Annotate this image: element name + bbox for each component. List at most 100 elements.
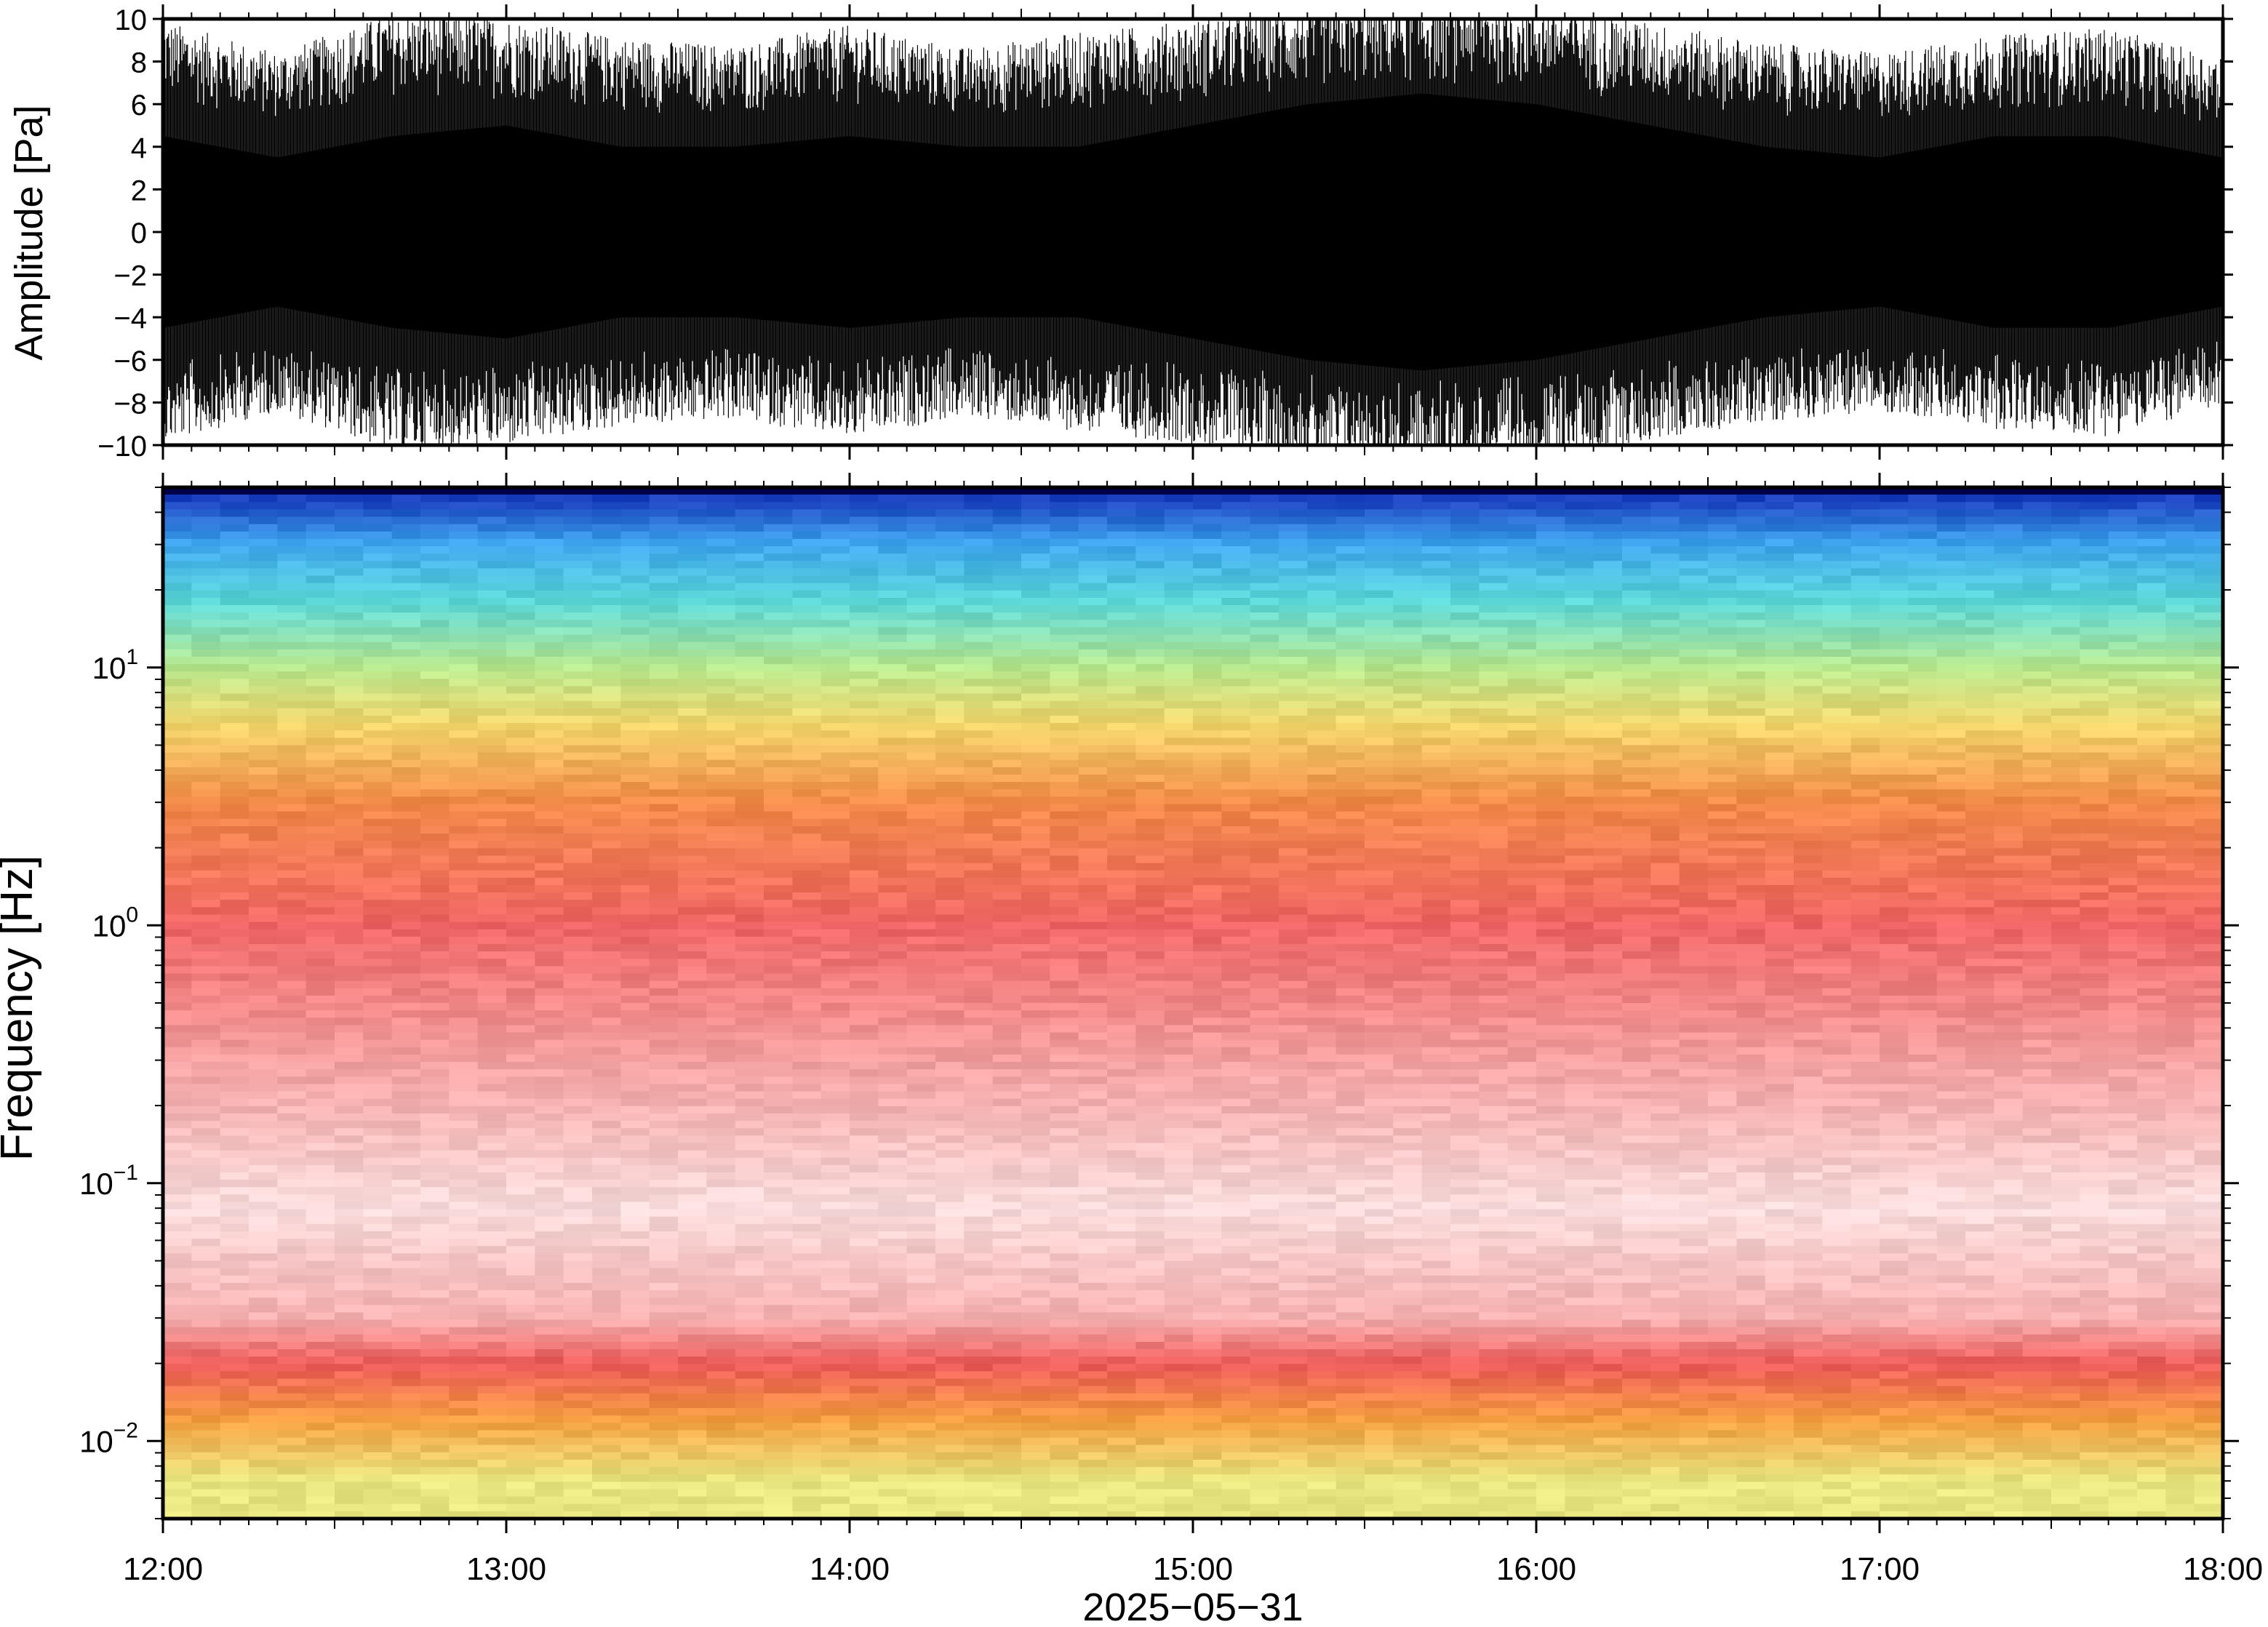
spectrogram-cell — [391, 516, 421, 525]
spectrogram-cell — [649, 1430, 679, 1439]
spectrogram-cell — [850, 605, 879, 613]
spectrogram-cell — [964, 1371, 994, 1380]
spectrogram-cell — [191, 700, 221, 709]
spectrogram-cell — [163, 649, 192, 657]
spectrogram-cell — [191, 1430, 221, 1439]
spectrogram-cell — [1050, 708, 1079, 716]
spectrogram-cell — [1107, 1202, 1136, 1210]
spectrogram-cell — [735, 1349, 764, 1357]
spectrogram-cell — [1050, 590, 1079, 599]
spectrogram-cell — [249, 1290, 278, 1298]
spectrogram-cell — [420, 1032, 450, 1041]
spectrogram-cell — [363, 1180, 393, 1188]
spectrogram-cell — [878, 980, 908, 989]
spectrogram-cell — [277, 1047, 307, 1055]
spectrogram-cell — [878, 759, 908, 768]
spectrogram-cell — [820, 826, 850, 834]
spectrogram-cell — [449, 495, 479, 503]
spectrogram-cell — [1078, 782, 1108, 790]
spectrogram-cell — [735, 759, 764, 768]
spectrogram-cell — [1107, 531, 1136, 540]
spectrogram-cell — [535, 884, 564, 893]
spectrogram-cell — [477, 495, 507, 503]
spectrogram-cell — [649, 509, 679, 518]
spectrogram-cell — [1050, 737, 1079, 746]
spectrogram-cell — [1050, 679, 1079, 687]
spectrogram-cell — [1164, 583, 1194, 591]
spectrogram-cell — [1021, 583, 1050, 591]
spectrogram-cell — [792, 826, 822, 834]
spectrogram-cell — [1050, 1180, 1079, 1188]
spectrogram-cell — [850, 1187, 879, 1195]
spectrogram-cell — [620, 641, 650, 650]
spectrogram-cell — [191, 1378, 221, 1387]
spectrogram-cell — [277, 708, 307, 716]
spectrogram-cell — [992, 1253, 1022, 1262]
spectrogram-cell — [735, 936, 764, 945]
spectrogram-cell — [335, 1393, 364, 1402]
spectrogram-cell — [1135, 759, 1165, 768]
spectrogram-cell — [420, 516, 450, 525]
spectrogram-cell — [964, 752, 994, 761]
spectrogram-cell — [906, 1298, 936, 1306]
spectrogram-cell — [306, 1150, 335, 1159]
spectrogram-cell — [1164, 826, 1194, 834]
spectrogram-cell — [850, 782, 879, 790]
spectrogram-cell — [820, 870, 850, 879]
spectrogram-cell — [563, 1356, 593, 1364]
spectrogram-cell — [678, 1091, 707, 1100]
spectrogram-cell — [277, 1150, 307, 1159]
spectrogram-cell — [449, 1054, 479, 1063]
spectrogram-cell — [935, 745, 965, 753]
spectrogram-cell — [1050, 583, 1079, 591]
spectrogram-cell — [1107, 546, 1136, 554]
spectrogram-cell — [1078, 929, 1108, 938]
spectrogram-cell — [678, 959, 707, 967]
spectrogram-cell — [249, 634, 278, 643]
spectrogram-cell — [277, 1341, 307, 1350]
spectrogram-cell — [935, 1039, 965, 1048]
spectrogram-cell — [964, 826, 994, 834]
spectrogram-cell — [220, 1157, 249, 1166]
spectrogram-cell — [420, 936, 450, 945]
spectrogram-cell — [335, 737, 364, 746]
spectrogram-cell — [1135, 980, 1165, 989]
spectrogram-cell — [449, 811, 479, 820]
spectrogram-cell — [1135, 907, 1165, 916]
spectrogram-cell — [1107, 730, 1136, 738]
spectrogram-cell — [449, 1312, 479, 1321]
spectrogram-cell — [506, 1202, 535, 1210]
spectrogram-cell — [620, 1444, 650, 1453]
spectrogram-cell — [706, 900, 736, 908]
spectrogram-cell — [1135, 767, 1165, 775]
spectrogram-cell — [391, 1444, 421, 1453]
spectrogram-cell — [820, 538, 850, 547]
spectrogram-cell — [363, 1128, 393, 1136]
spectrogram-cell — [535, 1327, 564, 1335]
spectrogram-cell — [249, 1275, 278, 1284]
spectrogram-cell — [906, 1437, 936, 1446]
spectrogram-cell — [420, 1231, 450, 1239]
spectrogram-cell — [306, 951, 335, 959]
spectrogram-cell — [1135, 538, 1165, 547]
spectrogram-cell — [1164, 834, 1194, 842]
spectrogram-cell — [1107, 922, 1136, 930]
spectrogram-cell — [992, 1364, 1022, 1372]
spectrogram-cell — [220, 1231, 249, 1239]
spectrogram-cell — [477, 966, 507, 975]
spectrogram-cell — [535, 1319, 564, 1328]
spectrogram-cell — [678, 943, 707, 952]
spectrogram-cell — [764, 1496, 793, 1505]
spectrogram-cell — [420, 1511, 450, 1519]
spectrogram-cell — [820, 553, 850, 561]
spectrogram-cell — [563, 1157, 593, 1166]
spectrogram-cell — [820, 1260, 850, 1269]
spectrogram-cell — [792, 1386, 822, 1394]
spectrogram-cell — [820, 1364, 850, 1372]
spectrogram-cell — [592, 1246, 621, 1254]
spectrogram-cell — [535, 723, 564, 731]
spectrogram-cell — [964, 1444, 994, 1453]
spectrogram-cell — [792, 796, 822, 805]
spectrogram-cell — [363, 1489, 393, 1498]
spectrogram-cell — [563, 1223, 593, 1232]
